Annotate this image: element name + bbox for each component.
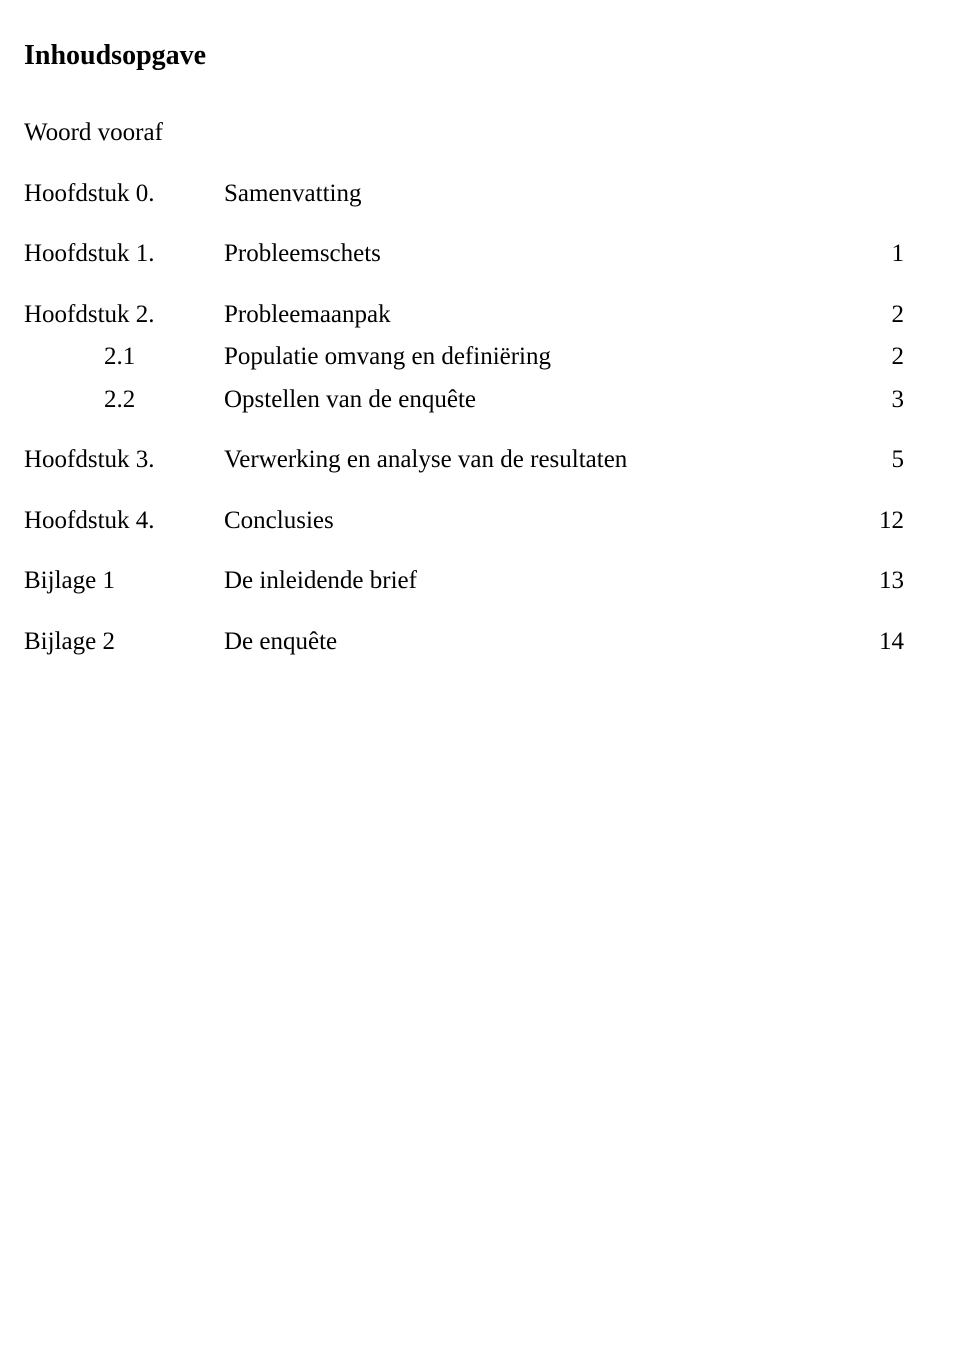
page-title: Inhoudsopgave: [24, 40, 904, 72]
toc-page-number: 2: [844, 294, 904, 337]
toc-row: Hoofdstuk 0.Samenvatting: [24, 173, 904, 216]
toc-description: Samenvatting: [224, 173, 844, 216]
row-gap: [24, 215, 904, 233]
toc-page-number: 5: [844, 439, 904, 482]
toc-left: Hoofdstuk 0.: [24, 173, 224, 216]
toc-description: Verwerking en analyse van de resultaten: [224, 439, 844, 482]
row-gap: [24, 155, 904, 173]
page: Inhoudsopgave Woord vooraf Hoofdstuk 0.Sa…: [0, 0, 960, 703]
table-of-contents: Woord voorafHoofdstuk 0.SamenvattingHoof…: [24, 112, 904, 663]
toc-description: Opstellen van de enquête: [224, 379, 844, 422]
toc-row: Bijlage 2De enquête14: [24, 621, 904, 664]
toc-page-number: 13: [844, 560, 904, 603]
toc-page-number: 3: [844, 379, 904, 422]
toc-row: Hoofdstuk 1.Probleemschets1: [24, 233, 904, 276]
toc-left: Hoofdstuk 4.: [24, 500, 224, 543]
toc-left: Hoofdstuk 2.: [24, 294, 224, 337]
row-gap: [24, 603, 904, 621]
toc-left: 2.2: [24, 379, 224, 422]
toc-row: Bijlage 1De inleidende brief13: [24, 560, 904, 603]
toc-left: Hoofdstuk 1.: [24, 233, 224, 276]
toc-page-number: 14: [844, 621, 904, 664]
row-gap: [24, 276, 904, 294]
row-gap: [24, 542, 904, 560]
toc-description: De enquête: [224, 621, 844, 664]
toc-page-number: 12: [844, 500, 904, 543]
toc-left: Woord vooraf: [24, 112, 224, 155]
toc-row: Hoofdstuk 4.Conclusies12: [24, 500, 904, 543]
toc-row: Hoofdstuk 2.Probleemaanpak2: [24, 294, 904, 337]
toc-page-number: 1: [844, 233, 904, 276]
toc-left: 2.1: [24, 336, 224, 379]
toc-left: Hoofdstuk 3.: [24, 439, 224, 482]
row-gap: [24, 482, 904, 500]
toc-left: Bijlage 2: [24, 621, 224, 664]
toc-row: 2.1Populatie omvang en definiëring2: [24, 336, 904, 379]
toc-row: Woord vooraf: [24, 112, 904, 155]
row-gap: [24, 421, 904, 439]
toc-description: Probleemschets: [224, 233, 844, 276]
toc-row: 2.2Opstellen van de enquête3: [24, 379, 904, 422]
toc-description: De inleidende brief: [224, 560, 844, 603]
toc-row: Hoofdstuk 3.Verwerking en analyse van de…: [24, 439, 904, 482]
toc-description: Probleemaanpak: [224, 294, 844, 337]
toc-description: Conclusies: [224, 500, 844, 543]
toc-description: Populatie omvang en definiëring: [224, 336, 844, 379]
toc-page-number: 2: [844, 336, 904, 379]
toc-left: Bijlage 1: [24, 560, 224, 603]
